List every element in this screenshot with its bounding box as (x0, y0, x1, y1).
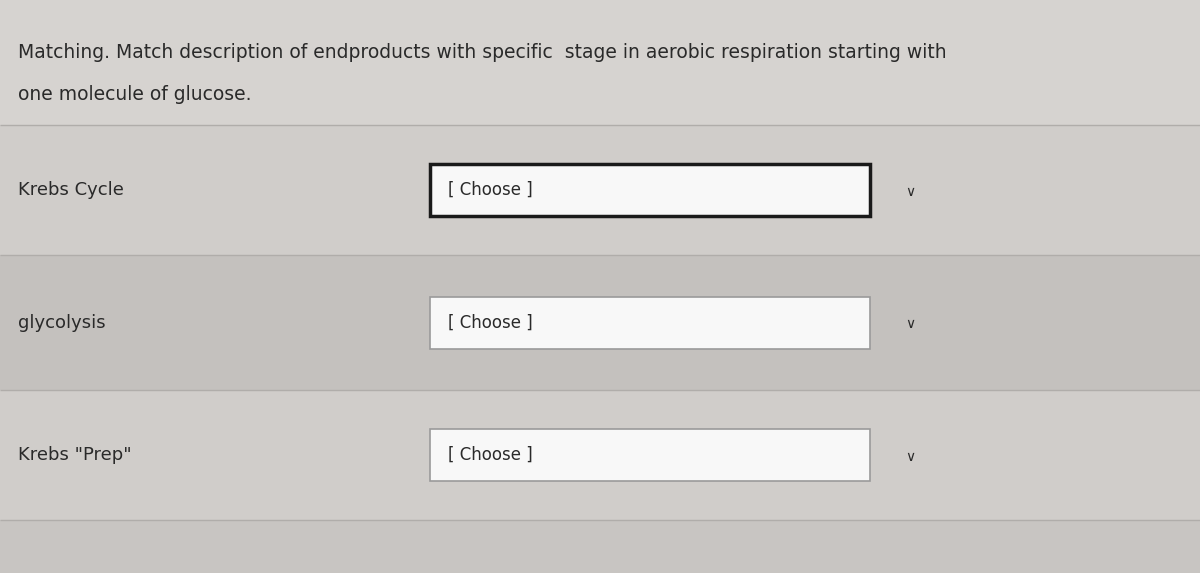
Text: Krebs "Prep": Krebs "Prep" (18, 446, 132, 464)
Text: [ Choose ]: [ Choose ] (448, 313, 533, 332)
Text: ∨: ∨ (905, 450, 916, 464)
Text: ∨: ∨ (905, 317, 916, 332)
Bar (0, 125, 1200, 255)
Text: Krebs Cycle: Krebs Cycle (18, 181, 124, 199)
Bar (430, 429, 870, 481)
Bar (430, 164, 870, 216)
Text: [ Choose ]: [ Choose ] (448, 446, 533, 464)
Text: ∨: ∨ (905, 185, 916, 199)
Bar (0, 390, 1200, 520)
Bar (0, 255, 1200, 390)
Text: one molecule of glucose.: one molecule of glucose. (18, 85, 252, 104)
Text: glycolysis: glycolysis (18, 313, 106, 332)
Bar (0, 0, 1200, 125)
Text: [ Choose ]: [ Choose ] (448, 181, 533, 199)
Bar (430, 296, 870, 348)
Text: Matching. Match description of endproducts with specific  stage in aerobic respi: Matching. Match description of endproduc… (18, 42, 947, 61)
